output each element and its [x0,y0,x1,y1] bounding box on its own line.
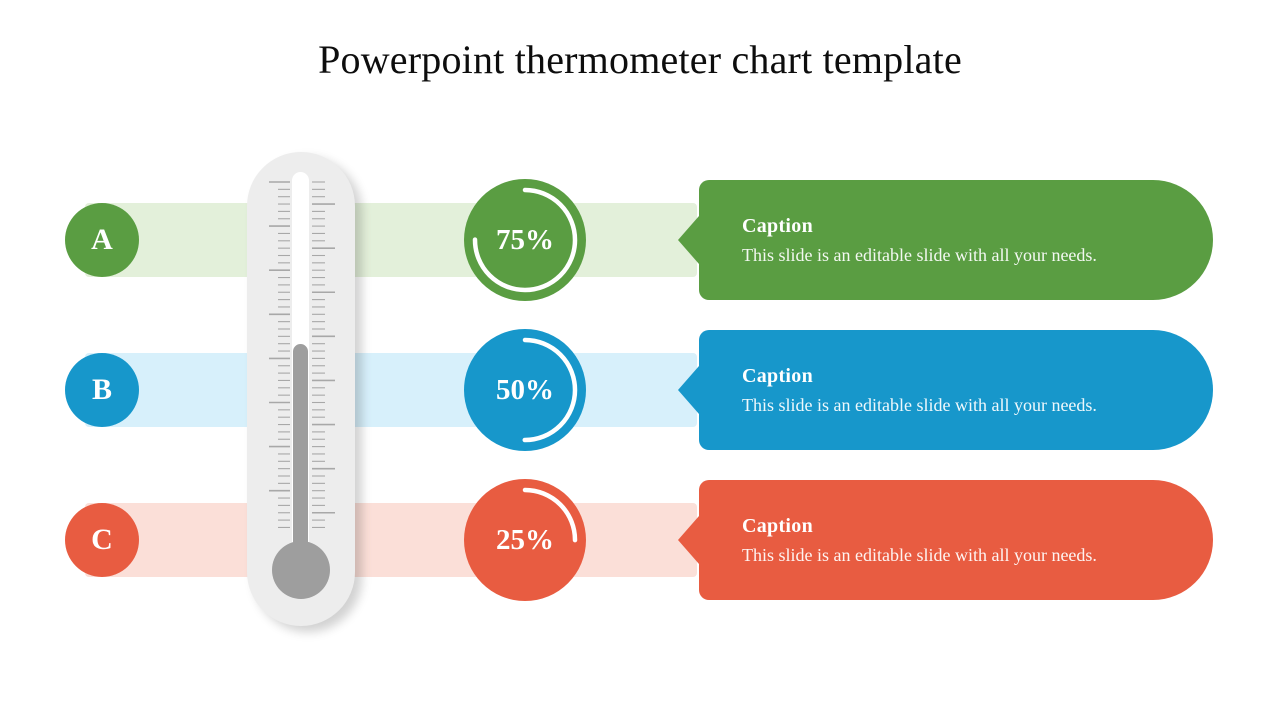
caption-title: Caption [742,514,814,537]
row-a: A 75% Caption This slide is an editable … [0,178,1280,302]
row-band [85,503,697,577]
percent-value: 75% [496,223,554,256]
caption-box-a[interactable]: Caption This slide is an editable slide … [678,180,1213,300]
caption-arrow-left-icon [678,516,699,564]
progress-ring-icon [472,487,578,593]
progress-ring-icon [472,337,578,443]
percent-badge-b[interactable]: 50% [464,329,586,451]
percent-value: 25% [496,523,554,556]
caption-title: Caption [742,364,814,387]
caption-body: This slide is an editable slide with all… [742,544,1097,565]
row-letter: A [91,223,113,256]
row-c: C 25% Caption This slide is an editable … [0,478,1280,602]
thermometer-graphic[interactable] [247,152,355,626]
caption-box-b[interactable]: Caption This slide is an editable slide … [678,330,1213,450]
row-letter-badge-a[interactable]: A [65,203,139,277]
caption-body: This slide is an editable slide with all… [742,244,1097,265]
caption-title: Caption [742,214,814,237]
percent-value: 50% [496,373,554,406]
percent-badge-c[interactable]: 25% [464,479,586,601]
caption-arrow-left-icon [678,366,699,414]
thermometer-bulb [272,541,330,599]
slide-title[interactable]: Powerpoint thermometer chart template [318,37,962,82]
caption-arrow-left-icon [678,216,699,264]
row-letter-badge-c[interactable]: C [65,503,139,577]
progress-ring-icon [472,187,578,293]
row-band [85,203,697,277]
row-band [85,353,697,427]
thermometer-mercury [293,344,308,574]
thermometer-scale-ticks-icon [269,181,335,529]
row-letter: B [91,373,112,406]
row-letter-badge-b[interactable]: B [65,353,139,427]
row-letter: C [91,523,113,556]
caption-box-c[interactable]: Caption This slide is an editable slide … [678,480,1213,600]
percent-badge-a[interactable]: 75% [464,179,586,301]
caption-body: This slide is an editable slide with all… [742,394,1097,415]
row-b: B 50% Caption This slide is an editable … [0,328,1280,452]
